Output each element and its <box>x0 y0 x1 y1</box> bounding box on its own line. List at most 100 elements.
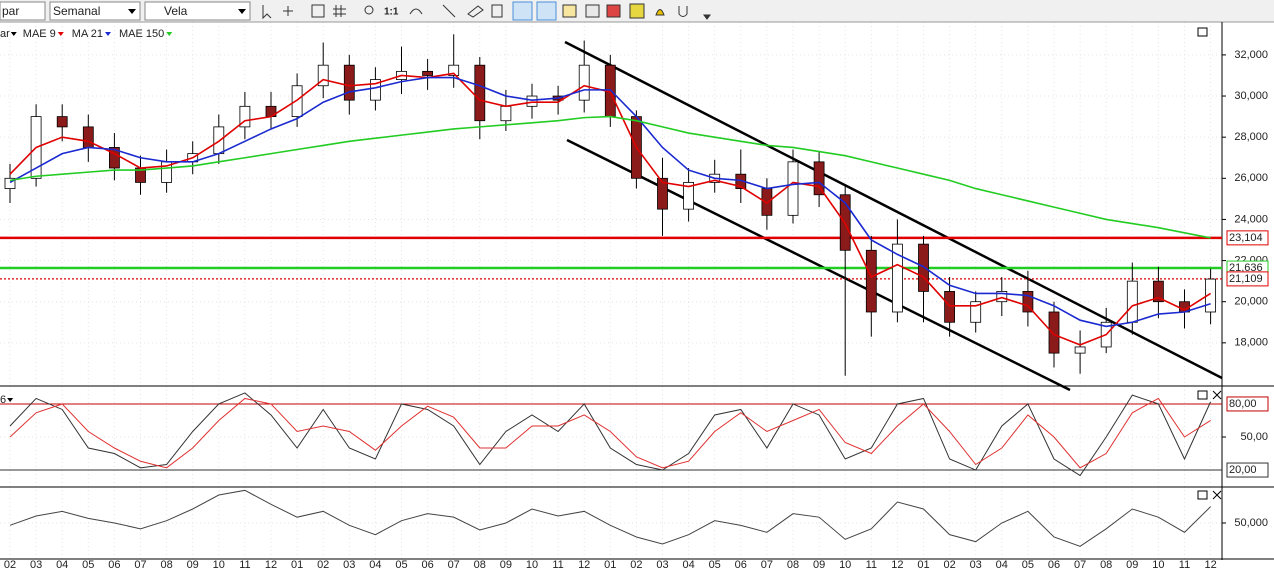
x-tick-label: 03 <box>656 559 668 570</box>
x-tick-label: 03 <box>970 559 982 570</box>
period-select[interactable] <box>49 1 141 21</box>
series-line <box>9 115 1211 239</box>
x-tick-label: 11 <box>552 559 563 570</box>
candle-body <box>1153 280 1164 303</box>
channel-line[interactable] <box>564 40 1223 380</box>
tool-icon[interactable] <box>585 4 600 18</box>
x-tick-label: 09 <box>187 559 199 570</box>
candle-body <box>343 64 355 101</box>
candle-body <box>813 161 825 196</box>
x-tick-label: 04 <box>996 559 1008 570</box>
maximize-button[interactable] <box>1197 27 1208 37</box>
x-tick-label: 02 <box>943 559 955 570</box>
zoom-text[interactable]: 1:1 <box>384 7 399 18</box>
x-tick-label: 05 <box>395 559 407 570</box>
symbol-input[interactable] <box>0 1 46 21</box>
tool-icon[interactable] <box>562 4 577 18</box>
candle-body <box>213 126 225 155</box>
dropdown-arrow <box>10 32 17 36</box>
info-icon[interactable] <box>311 4 325 18</box>
y-tick-label: 26,000 <box>1234 172 1268 184</box>
level-label-box <box>1226 230 1269 246</box>
x-tick-label: 06 <box>108 559 120 570</box>
x-tick-label: 04 <box>369 559 381 570</box>
y-tick-label: 30,000 <box>1234 90 1268 102</box>
style-select[interactable] <box>144 1 251 21</box>
x-tick-label: 01 <box>604 559 616 570</box>
candle-body <box>918 243 929 292</box>
x-tick-label: 10 <box>1152 559 1164 570</box>
cross-icon[interactable] <box>283 6 293 16</box>
line-icon[interactable] <box>442 4 456 18</box>
toolbar-icons <box>262 1 711 21</box>
level-label: 80,00 <box>1229 398 1257 410</box>
x-tick-label: 09 <box>813 559 825 570</box>
x-tick-label: 07 <box>1074 559 1086 570</box>
tool-active[interactable] <box>536 1 557 21</box>
x-tick-label: 03 <box>30 559 42 570</box>
series-line <box>9 392 1212 477</box>
x-tick-label: 02 <box>317 559 329 570</box>
close-button[interactable] <box>1212 490 1222 500</box>
alarm-icon[interactable] <box>655 9 665 16</box>
tool-icon[interactable] <box>629 3 645 19</box>
level-label: 23,104 <box>1229 232 1263 244</box>
candle-body <box>996 291 1008 303</box>
x-tick-label: 12 <box>265 559 277 570</box>
candle-body <box>1048 311 1060 354</box>
series-line <box>9 72 1212 346</box>
x-tick-label: 10 <box>213 559 225 570</box>
series-line <box>9 489 1211 547</box>
maximize-button[interactable] <box>1197 490 1208 500</box>
eraser-icon[interactable] <box>467 5 484 18</box>
candle-body <box>109 147 120 169</box>
candle-body <box>291 85 303 118</box>
candle-body <box>526 95 538 107</box>
x-tick-label: 06 <box>1048 559 1060 570</box>
level-label: 20,00 <box>1229 464 1257 476</box>
candle-body <box>1074 346 1086 354</box>
pane-label: 6 <box>0 394 6 406</box>
style-text: Vela <box>164 4 188 18</box>
x-tick-label: 12 <box>891 559 903 570</box>
candle-body <box>944 291 955 323</box>
level-label-box <box>1226 396 1269 412</box>
tool-icon[interactable] <box>606 4 621 18</box>
close-button[interactable] <box>1212 390 1222 400</box>
candle-body <box>787 161 799 216</box>
tool-active[interactable] <box>512 1 533 21</box>
cursor-icon[interactable] <box>262 5 272 20</box>
x-tick-label: 08 <box>1100 559 1112 570</box>
candle-body <box>1126 280 1138 323</box>
y-tick-label: 32,000 <box>1234 49 1268 61</box>
grid-icon[interactable] <box>333 5 346 17</box>
indicator-icon[interactable] <box>409 8 423 15</box>
x-tick-label: 11 <box>1179 559 1190 570</box>
level-label-box <box>1226 271 1269 287</box>
level-label-box <box>1226 462 1269 478</box>
y-tick-label: 50,00 <box>1240 431 1268 443</box>
candle-body <box>683 182 694 210</box>
x-tick-label: 11 <box>866 559 877 570</box>
x-tick-label: 10 <box>839 559 851 570</box>
channel-line[interactable] <box>566 138 1071 392</box>
candle-body <box>657 177 668 210</box>
y-tick-label: 24,000 <box>1234 213 1268 225</box>
x-tick-label: 08 <box>160 559 172 570</box>
x-tick-label: 07 <box>134 559 146 570</box>
candle-body <box>761 188 773 216</box>
x-tick-label: 08 <box>787 559 799 570</box>
candle-body <box>500 105 512 122</box>
pane-buttons <box>1197 27 1222 500</box>
level-label: 21,109 <box>1229 273 1263 285</box>
candle-body <box>422 70 434 76</box>
candle-body <box>239 105 251 128</box>
page-icon[interactable] <box>491 4 503 18</box>
maximize-button[interactable] <box>1197 390 1208 400</box>
x-tick-label: 01 <box>917 559 929 570</box>
x-tick-label: 02 <box>630 559 642 570</box>
zoom-icon[interactable] <box>364 5 374 15</box>
u-icon[interactable] <box>678 6 688 17</box>
more-icon[interactable] <box>703 14 711 20</box>
